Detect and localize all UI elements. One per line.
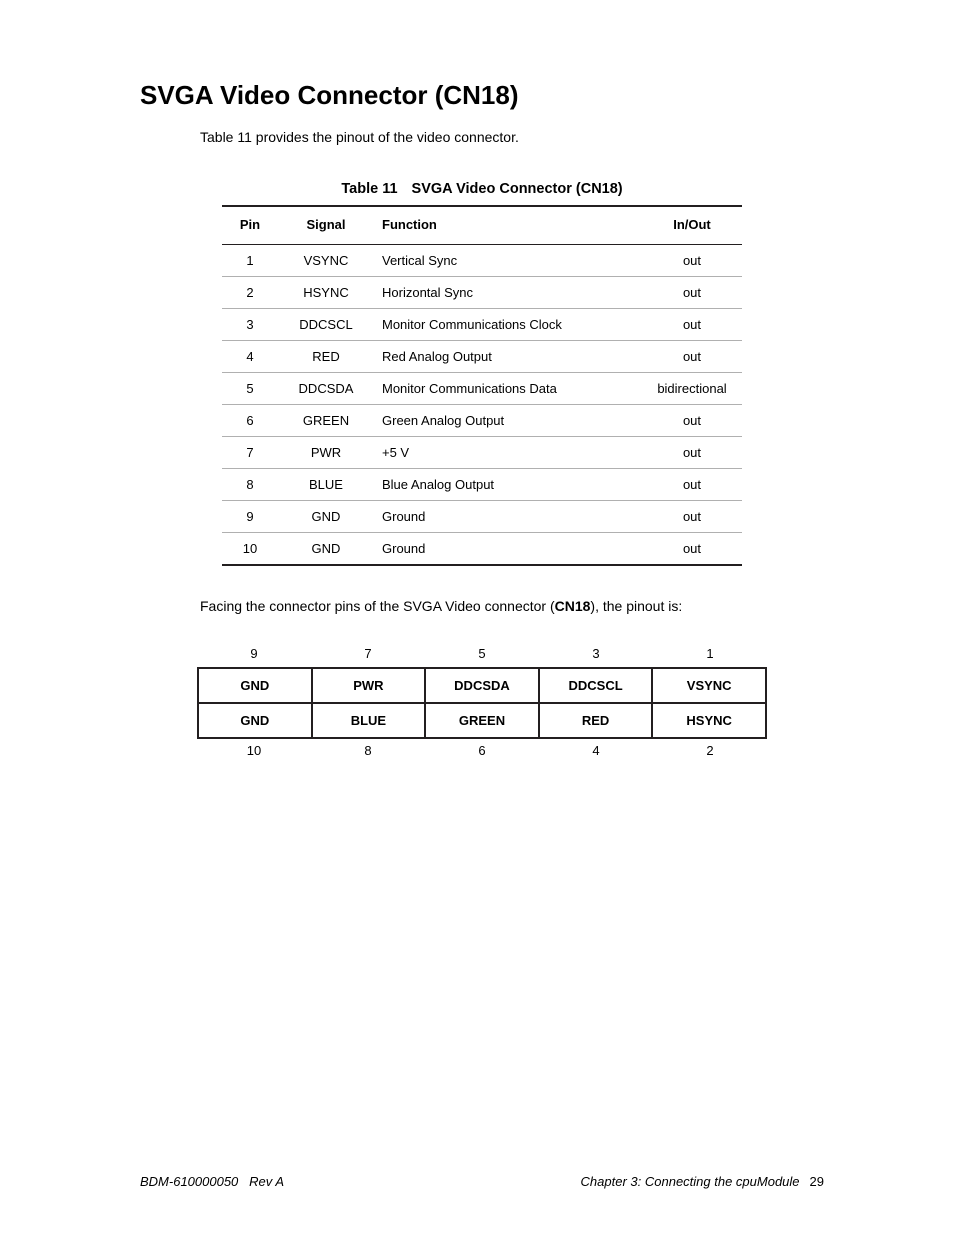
conn-num: 9 [197,642,311,667]
connector-grid: GND PWR DDCSDA DDCSCL VSYNC GND BLUE GRE… [197,667,767,739]
table-caption-title: SVGA Video Connector (CN18) [412,181,623,197]
cell-io: out [642,277,742,309]
conn-cell: DDCSCL [539,668,653,703]
cell-io: bidirectional [642,373,742,405]
cell-function: Ground [374,533,642,566]
cell-signal: GREEN [278,405,374,437]
cell-signal: BLUE [278,469,374,501]
cell-function: Green Analog Output [374,405,642,437]
facing-pre: Facing the connector pins of the SVGA Vi… [200,598,555,614]
table-row: 9GNDGroundout [222,501,742,533]
conn-cell: HSYNC [652,703,766,738]
conn-num: 3 [539,642,653,667]
cell-io: out [642,469,742,501]
cell-function: +5 V [374,437,642,469]
conn-num: 4 [539,739,653,764]
cell-pin: 10 [222,533,278,566]
conn-cell: BLUE [312,703,426,738]
col-io-header: In/Out [642,206,742,245]
table-row: 7PWR+5 Vout [222,437,742,469]
conn-cell: GND [198,668,312,703]
cell-function: Vertical Sync [374,245,642,277]
connector-top-numbers: 9 7 5 3 1 [197,642,767,667]
connector-diagram: 9 7 5 3 1 GND PWR DDCSDA DDCSCL VSYNC GN… [197,642,767,764]
cell-pin: 8 [222,469,278,501]
table-row: 4REDRed Analog Outputout [222,341,742,373]
col-pin-header: Pin [222,206,278,245]
conn-cell: DDCSDA [425,668,539,703]
conn-cell: GREEN [425,703,539,738]
conn-num: 7 [311,642,425,667]
cell-io: out [642,533,742,566]
cell-signal: RED [278,341,374,373]
cell-io: out [642,501,742,533]
table-header-row: Pin Signal Function In/Out [222,206,742,245]
conn-num: 8 [311,739,425,764]
cell-signal: GND [278,501,374,533]
cell-pin: 1 [222,245,278,277]
cell-signal: DDCSDA [278,373,374,405]
facing-post: ), the pinout is: [590,598,682,614]
cell-function: Blue Analog Output [374,469,642,501]
table-row: 3DDCSCLMonitor Communications Clockout [222,309,742,341]
cell-signal: VSYNC [278,245,374,277]
cell-io: out [642,245,742,277]
intro-text: Table 11 provides the pinout of the vide… [200,129,824,145]
table-row: 5DDCSDAMonitor Communications Databidire… [222,373,742,405]
conn-cell: PWR [312,668,426,703]
cell-function: Monitor Communications Data [374,373,642,405]
cell-signal: DDCSCL [278,309,374,341]
footer-doc: BDM-610000050 [140,1174,238,1189]
conn-num: 1 [653,642,767,667]
facing-text: Facing the connector pins of the SVGA Vi… [200,598,824,614]
table-row: 6GREENGreen Analog Outputout [222,405,742,437]
cell-pin: 2 [222,277,278,309]
table-row: 2HSYNCHorizontal Syncout [222,277,742,309]
cell-signal: PWR [278,437,374,469]
footer-chapter: Chapter 3: Connecting the cpuModule [581,1174,800,1189]
cell-io: out [642,341,742,373]
cell-pin: 7 [222,437,278,469]
conn-num: 6 [425,739,539,764]
conn-num: 5 [425,642,539,667]
page-footer: BDM-610000050 Rev A Chapter 3: Connectin… [140,1174,824,1189]
table-caption-label: Table 11 [341,181,397,197]
page-title: SVGA Video Connector (CN18) [140,80,824,111]
cell-io: out [642,309,742,341]
conn-cell: VSYNC [652,668,766,703]
table-caption: Table 11 SVGA Video Connector (CN18) [222,181,742,197]
cell-signal: GND [278,533,374,566]
cell-function: Horizontal Sync [374,277,642,309]
footer-page: 29 [810,1174,824,1189]
col-function-header: Function [374,206,642,245]
conn-cell: RED [539,703,653,738]
pinout-table-wrap: Table 11 SVGA Video Connector (CN18) Pin … [222,181,742,566]
cell-io: out [642,437,742,469]
table-row: 10GNDGroundout [222,533,742,566]
table-row: 8BLUEBlue Analog Outputout [222,469,742,501]
cell-function: Monitor Communications Clock [374,309,642,341]
cell-pin: 3 [222,309,278,341]
col-signal-header: Signal [278,206,374,245]
pinout-table: Pin Signal Function In/Out 1VSYNCVertica… [222,205,742,566]
facing-bold: CN18 [555,598,591,614]
cell-signal: HSYNC [278,277,374,309]
conn-cell: GND [198,703,312,738]
conn-num: 10 [197,739,311,764]
cell-pin: 5 [222,373,278,405]
cell-io: out [642,405,742,437]
cell-function: Ground [374,501,642,533]
cell-function: Red Analog Output [374,341,642,373]
connector-bottom-numbers: 10 8 6 4 2 [197,739,767,764]
cell-pin: 9 [222,501,278,533]
footer-rev: Rev A [249,1174,284,1189]
cell-pin: 4 [222,341,278,373]
cell-pin: 6 [222,405,278,437]
table-row: 1VSYNCVertical Syncout [222,245,742,277]
conn-num: 2 [653,739,767,764]
